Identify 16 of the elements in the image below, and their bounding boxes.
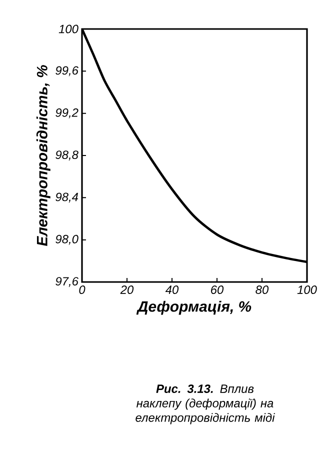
- y-tick-label: 98,8: [56, 150, 78, 160]
- x-axis-title: Деформація, %: [136, 300, 252, 315]
- x-tick-label: 0: [79, 286, 86, 294]
- y-tick-label: 99,2: [56, 108, 78, 118]
- y-tick-label: 97,6: [56, 277, 78, 287]
- y-tick-label: 100: [58, 24, 78, 34]
- y-tick-label: 98,0: [56, 234, 78, 245]
- x-tick-label: 40: [165, 286, 179, 294]
- y-tick-label: 99,6: [56, 66, 78, 76]
- y-tick-label: 98,4: [56, 192, 78, 203]
- text: Рис. 3.13. Вплив наклепу (деформації) на електропровідність міді: [136, 384, 275, 424]
- x-tick-label: 60: [211, 286, 224, 294]
- x-tick-label: 80: [256, 286, 269, 294]
- x-tick-label: 20: [120, 286, 134, 294]
- x-tick-label: 100: [297, 286, 317, 294]
- y-axis-title: Електропровідність, %: [36, 65, 50, 246]
